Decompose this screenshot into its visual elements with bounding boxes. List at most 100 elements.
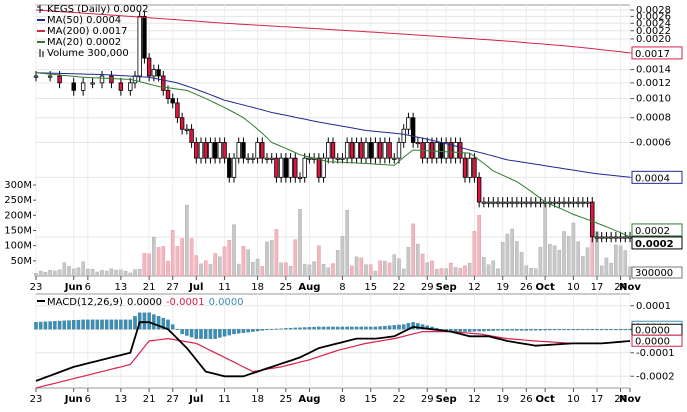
volume-bar [420, 253, 425, 277]
candle-body [208, 142, 213, 159]
candle-body [316, 157, 322, 178]
price-tick-label: 0.0028 [636, 5, 671, 16]
macd-histogram-bar [274, 328, 279, 330]
macd-histogram-bar [510, 329, 514, 331]
macd-histogram-bar [222, 329, 227, 337]
price-value-box [631, 46, 683, 60]
candle-body [387, 142, 392, 159]
candle-body [373, 142, 378, 159]
volume-bar [604, 257, 609, 277]
macd-histogram-bar [538, 329, 543, 331]
macd-histogram-bar [265, 329, 269, 330]
volume-bar [472, 231, 477, 277]
macd-histogram-bar [482, 329, 486, 332]
candle-body [443, 142, 449, 159]
candle-body [269, 157, 274, 160]
volume-bar [48, 270, 52, 277]
volume-bar [444, 268, 448, 277]
macd-histogram-bar [161, 317, 166, 330]
macd-histogram-bar [604, 329, 609, 331]
macd-histogram-bar [350, 326, 354, 330]
volume-bar [95, 271, 100, 277]
price-value-box-label: 0.0002 [635, 239, 674, 250]
volume-bar [562, 231, 566, 277]
volume-bar [208, 263, 213, 277]
price-value-box [631, 223, 683, 237]
volume-bar [166, 260, 170, 277]
macd-histogram-bar [364, 326, 368, 330]
candle-body [179, 117, 185, 130]
candle-body [453, 142, 458, 159]
macd-histogram-bar [255, 329, 260, 332]
macd-histogram-bar [491, 329, 496, 331]
candle-body [132, 75, 138, 84]
volume-tick-label: 200M [4, 210, 32, 221]
volume-bar [623, 250, 628, 277]
volume-bar [543, 204, 547, 277]
macd-histogram-bar [81, 319, 85, 330]
x-tick-label-price: 6 [85, 282, 91, 293]
candle-body [321, 157, 326, 178]
volume-bar [430, 260, 434, 277]
x-axis: 2323JunJun66131321212727JulJul1111181825… [30, 276, 641, 405]
candle-body [184, 128, 190, 131]
volume-bar [293, 239, 298, 277]
candle-body [47, 75, 53, 78]
volume-bar [486, 264, 491, 277]
candle-body [472, 157, 477, 178]
candle-body [283, 157, 289, 178]
candle-body [448, 142, 454, 159]
candle-body [396, 142, 402, 159]
macd-line [35, 321, 631, 382]
x-tick-label-price: 12 [468, 282, 481, 293]
volume-tick-label: 250M [4, 195, 32, 206]
volume-bar [538, 247, 543, 277]
candle-body [495, 201, 501, 204]
macd-histogram-bar [590, 329, 595, 331]
candle-body [377, 142, 383, 159]
x-tick-label-price: 19 [496, 282, 509, 293]
candle-body [236, 142, 241, 159]
x-tick-label-macd: 24 [614, 394, 627, 405]
candle-body [151, 69, 157, 77]
x-tick-label-macd: 11 [218, 394, 231, 405]
candle-body [476, 176, 482, 203]
volume-bar [265, 241, 269, 277]
macd-histogram-bar [307, 327, 312, 330]
volume-bar [500, 242, 505, 277]
macd-histogram-bar [505, 329, 510, 331]
volume-bar [123, 270, 128, 277]
candle-body [561, 201, 567, 204]
volume-bar [477, 215, 481, 277]
macd-histogram-bar [251, 329, 255, 332]
macd-histogram-bar [104, 319, 109, 330]
volume-bar [340, 236, 345, 277]
macd-signal-line [35, 331, 631, 389]
price-value-box-label: 0.0004 [635, 173, 670, 184]
macd-histogram-bar [147, 312, 151, 330]
macd-histogram-bar [90, 319, 95, 330]
macd-histogram-bar [100, 319, 104, 330]
macd-histogram-bar [562, 329, 566, 331]
macd-legend: MACD(12,26,9) 0.0000 -0.0001 0.0000 [37, 297, 244, 308]
candle-body [524, 201, 529, 204]
macd-histogram-bar [152, 314, 156, 330]
macd-histogram-bar [411, 322, 415, 330]
volume-bar [199, 263, 203, 277]
volume-bar [67, 266, 71, 277]
macd-histogram-bar [175, 329, 180, 330]
volume-value-box [631, 266, 683, 279]
macd-histogram-bar [57, 320, 62, 330]
macd-histogram-bar [383, 325, 387, 330]
macd-histogram-bar [368, 326, 373, 330]
candle-body [552, 201, 557, 204]
volume-bar [411, 223, 415, 277]
x-tick-label-price: 29 [421, 282, 434, 293]
x-tick-label-macd: 19 [496, 394, 509, 405]
macd-histogram-bar [331, 326, 335, 330]
candle-body [590, 201, 595, 238]
volume-bar [284, 262, 288, 277]
volume-bar [76, 267, 81, 277]
macd-histogram-bar [345, 326, 349, 330]
volume-bar [317, 245, 321, 277]
